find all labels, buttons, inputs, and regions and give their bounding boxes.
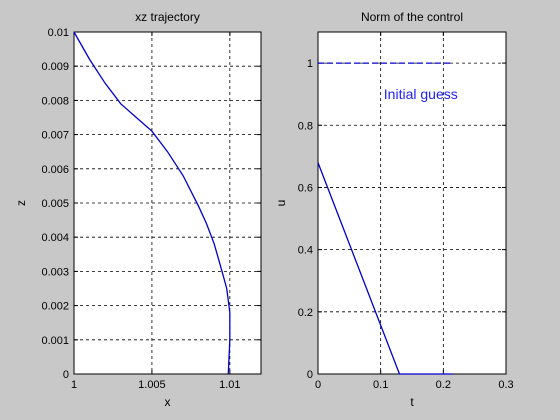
x-tick-label: 0.2 — [436, 379, 451, 391]
y-tick-label: 1 — [307, 58, 313, 70]
series-line-1 — [73, 31, 231, 375]
x-axis-label: x — [165, 395, 171, 409]
plot-frame — [73, 31, 262, 375]
x-tick-label: 0 — [315, 379, 321, 391]
x-tick-label: 0.1 — [373, 379, 388, 391]
annotation-label: Initial guess — [384, 86, 458, 102]
x-tick-label: 1.01 — [219, 379, 240, 391]
chart-title: xz trajectory — [135, 10, 200, 24]
control-norm-chart: 0 0.1 0.2 0.3 0 0.2 0.4 0.6 0.8 1 Initial guess Nor… — [274, 10, 514, 409]
y-tick-label: 0.01 — [48, 27, 69, 39]
y-tick-label: 0.003 — [41, 266, 69, 278]
xz-trajectory-chart: 1 1.005 1.01 0 0.001 0.002 0.003 0.004 0.005 0.00… — [14, 10, 262, 409]
y-tick-label: 0 — [63, 369, 69, 381]
x-tick-label: 1 — [71, 379, 77, 391]
y-tick-label: 0.004 — [41, 232, 69, 244]
y-tick-label: 0.005 — [41, 198, 69, 210]
y-tick-label: 0.009 — [41, 61, 69, 73]
y-tick-label: 0.6 — [298, 182, 313, 194]
y-tick-label: 0.001 — [41, 335, 69, 347]
x-axis-label: t — [410, 395, 414, 409]
y-tick-label: 0.006 — [41, 164, 69, 176]
y-tick-label: 0.4 — [298, 245, 313, 257]
y-tick-label: 0 — [307, 369, 313, 381]
plot-area — [317, 31, 507, 375]
y-tick-label: 0.007 — [41, 130, 69, 142]
y-tick-label: 0.002 — [41, 301, 69, 313]
x-tick-label: 1.005 — [138, 379, 166, 391]
chart-title: Norm of the control — [361, 10, 463, 24]
y-tick-label: 0.2 — [298, 307, 313, 319]
series-line-2 — [317, 162, 453, 375]
y-axis-label: u — [274, 200, 288, 207]
y-axis-label: z — [14, 200, 28, 206]
x-tick-label: 0.3 — [498, 379, 513, 391]
y-tick-label: 0.8 — [298, 120, 313, 132]
y-tick-label: 0.008 — [41, 95, 69, 107]
